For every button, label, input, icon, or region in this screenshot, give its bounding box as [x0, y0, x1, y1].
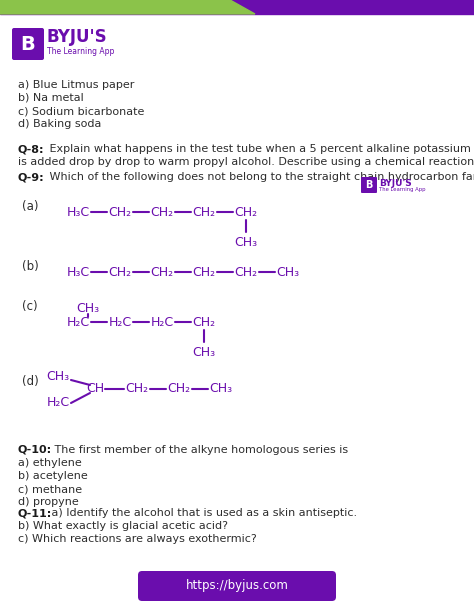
Text: d) Baking soda: d) Baking soda: [18, 119, 101, 129]
Text: Q-9:: Q-9:: [18, 172, 45, 182]
Text: H₂C: H₂C: [150, 316, 173, 329]
Text: a) Identify the alcohol that is used as a skin antiseptic.: a) Identify the alcohol that is used as …: [48, 508, 357, 518]
Text: H₂C: H₂C: [46, 397, 70, 409]
Text: is added drop by drop to warm propyl alcohol. Describe using a chemical reaction: is added drop by drop to warm propyl alc…: [18, 157, 474, 167]
Text: CH: CH: [86, 382, 104, 395]
Text: CH₂: CH₂: [235, 266, 257, 278]
Text: The first member of the alkyne homologous series is: The first member of the alkyne homologou…: [51, 445, 348, 455]
Text: CH₃: CH₃: [76, 302, 100, 316]
Text: Q-10:: Q-10:: [18, 445, 52, 455]
Text: b) Na metal: b) Na metal: [18, 93, 84, 103]
Text: The Learning App: The Learning App: [379, 187, 426, 193]
Text: Q-8:: Q-8:: [18, 144, 45, 154]
Text: c) Which reactions are always exothermic?: c) Which reactions are always exothermic…: [18, 534, 257, 544]
Text: H₃C: H₃C: [66, 206, 90, 218]
Text: a) ethylene: a) ethylene: [18, 458, 82, 468]
Text: (a): (a): [22, 200, 38, 213]
Text: BYJU'S: BYJU'S: [47, 28, 108, 46]
Text: CH₂: CH₂: [126, 382, 148, 395]
Text: c) Sodium bicarbonate: c) Sodium bicarbonate: [18, 106, 145, 116]
Text: (b): (b): [22, 260, 39, 273]
Text: The Learning App: The Learning App: [47, 48, 114, 56]
Text: b) What exactly is glacial acetic acid?: b) What exactly is glacial acetic acid?: [18, 521, 228, 531]
Text: CH₂: CH₂: [192, 266, 216, 278]
Text: CH₂: CH₂: [167, 382, 191, 395]
Text: CH₃: CH₃: [46, 370, 70, 384]
Text: (c): (c): [22, 300, 37, 313]
Text: d) propyne: d) propyne: [18, 497, 79, 507]
Text: CH₂: CH₂: [109, 206, 132, 218]
Text: CH₃: CH₃: [192, 346, 216, 359]
Text: https://byjus.com: https://byjus.com: [185, 580, 289, 592]
Text: CH₃: CH₃: [276, 266, 300, 278]
Text: Which of the following does not belong to the straight chain hydrocarbon family?: Which of the following does not belong t…: [46, 172, 474, 182]
Text: Q-11:: Q-11:: [18, 508, 52, 518]
Text: CH₂: CH₂: [150, 266, 173, 278]
Text: B: B: [365, 180, 373, 190]
Text: BYJU'S: BYJU'S: [379, 179, 412, 187]
Text: H₂C: H₂C: [109, 316, 132, 329]
FancyBboxPatch shape: [361, 177, 377, 193]
Text: H₂C: H₂C: [66, 316, 90, 329]
Text: (d): (d): [22, 375, 39, 388]
Text: CH₂: CH₂: [235, 206, 257, 218]
Text: CH₃: CH₃: [235, 236, 257, 248]
Text: a) Blue Litmus paper: a) Blue Litmus paper: [18, 80, 134, 90]
Text: c) methane: c) methane: [18, 484, 82, 494]
Bar: [0, 0, 474, 14]
Text: CH₂: CH₂: [192, 316, 216, 329]
FancyBboxPatch shape: [138, 571, 336, 601]
Text: Explain what happens in the test tube when a 5 percent alkaline potassium perman: Explain what happens in the test tube wh…: [46, 144, 474, 154]
Text: B: B: [21, 34, 36, 53]
Text: CH₃: CH₃: [210, 382, 233, 395]
Text: CH₂: CH₂: [192, 206, 216, 218]
Text: b) acetylene: b) acetylene: [18, 471, 88, 481]
Text: CH₂: CH₂: [150, 206, 173, 218]
FancyBboxPatch shape: [12, 28, 44, 60]
Text: H₃C: H₃C: [66, 266, 90, 278]
Text: CH₂: CH₂: [109, 266, 132, 278]
Polygon shape: [0, 0, 255, 14]
